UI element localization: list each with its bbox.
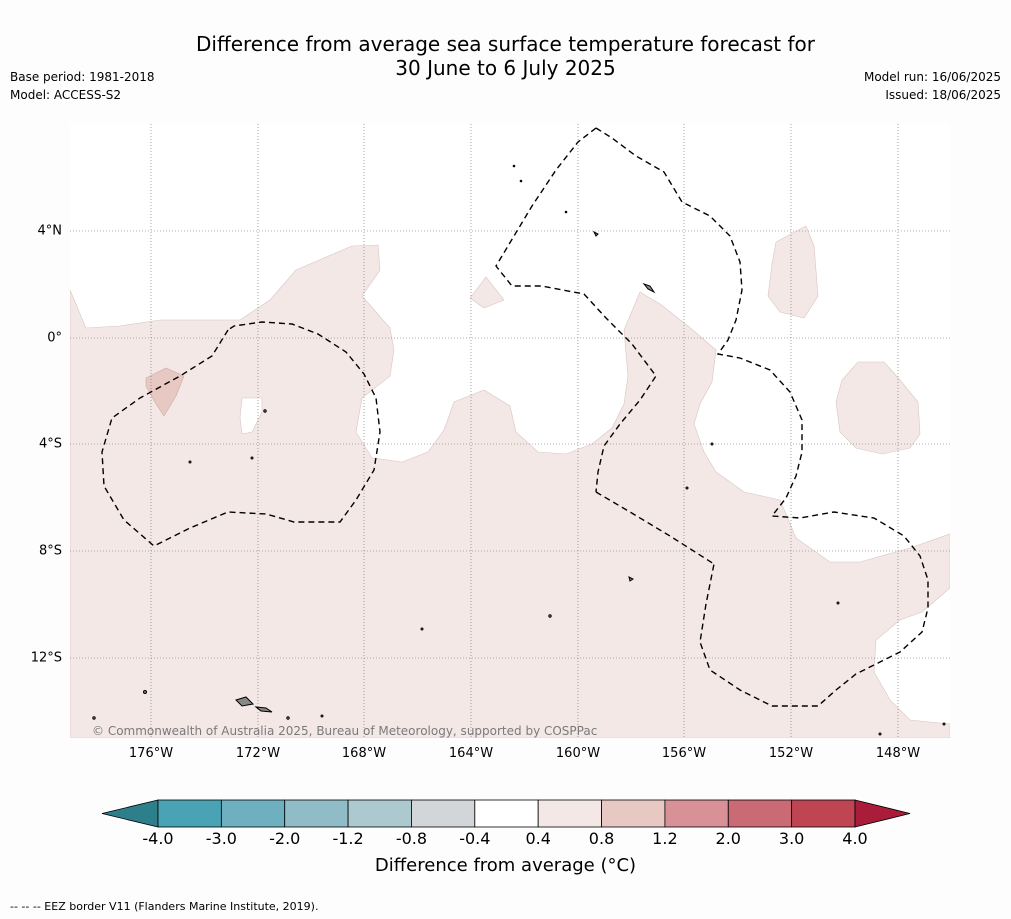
- anomaly-region-east: [835, 361, 921, 455]
- colorbar-tick-label: -0.8: [395, 829, 428, 848]
- colorbar-tick-label: -4.0: [142, 829, 174, 848]
- lon-label: 172°W: [235, 746, 281, 761]
- colorbar-tick-label: 3.0: [778, 829, 805, 848]
- island-dot: [143, 690, 147, 694]
- island-dot: [564, 210, 568, 214]
- island-dot: [250, 456, 254, 460]
- island-samoa-2: [254, 706, 273, 713]
- colorbar-bin: [727, 799, 793, 828]
- copyright-credit: © Commonwealth of Australia 2025, Bureau…: [92, 724, 598, 738]
- base-period: Base period: 1981-2018: [10, 70, 155, 84]
- lon-label: 148°W: [875, 746, 921, 761]
- colorbar-tick-label: -3.0: [205, 829, 237, 848]
- lat-label: 4°S: [38, 436, 62, 452]
- island-dot: [188, 460, 192, 464]
- colorbar-bin: [601, 799, 666, 828]
- colorbar-bin: [537, 799, 602, 828]
- anomaly-region-stronger: [145, 367, 185, 417]
- model-name: Model: ACCESS-S2: [10, 88, 122, 102]
- colorbar-bin: [791, 799, 856, 828]
- map-title: Difference from average sea surface temp…: [0, 32, 1011, 80]
- colorbar-bin: [474, 799, 539, 828]
- island-dot: [420, 627, 424, 631]
- colorbar-bin: [411, 799, 476, 828]
- lon-label: 152°W: [768, 746, 814, 761]
- eez-border-line-east: [595, 127, 929, 707]
- colorbar-tick-label: -0.4: [459, 829, 491, 848]
- lon-label: 156°W: [661, 746, 707, 761]
- meta-right: Model run: 16/06/2025 Issued: 18/06/2025: [864, 68, 1001, 104]
- island-dot: [878, 732, 882, 736]
- island-atoll-1: [642, 282, 656, 294]
- colorbar-bin: [220, 799, 286, 828]
- eez-borders: [101, 127, 929, 707]
- anomaly-region-north: [767, 225, 819, 319]
- island-dot: [286, 716, 290, 720]
- island-dot: [548, 614, 552, 618]
- anomaly-hole: [239, 397, 263, 435]
- island-dot: [942, 722, 946, 726]
- lon-label: 168°W: [341, 746, 387, 761]
- colorbar-title: Difference from average (°C): [374, 855, 637, 876]
- lon-label: 160°W: [555, 746, 601, 761]
- colorbar-under-arrow: [101, 799, 159, 828]
- colorbar-tick-label: 1.2: [652, 829, 678, 848]
- island-samoa-1: [235, 696, 255, 707]
- lat-label: 8°S: [38, 543, 62, 559]
- island-dot: [685, 486, 689, 490]
- anomaly-region-small: [469, 276, 505, 309]
- colorbar-bin: [157, 799, 222, 828]
- island-dot: [710, 442, 714, 446]
- lon-label: 176°W: [128, 746, 174, 761]
- island-dot: [512, 164, 516, 168]
- graticule: [70, 124, 950, 738]
- island-dot: [320, 714, 324, 718]
- eez-border-kiribati-phoenix: [101, 321, 381, 547]
- islands: [92, 164, 946, 736]
- lat-label: 4°N: [37, 223, 63, 239]
- issued-date: Issued: 18/06/2025: [885, 88, 1001, 102]
- island-atoll-2: [592, 230, 599, 237]
- lat-label: 12°S: [30, 650, 62, 666]
- island-dot: [836, 601, 840, 605]
- eez-footnote: -- -- -- EEZ border V11 (Flanders Marine…: [10, 900, 319, 913]
- model-run: Model run: 16/06/2025: [863, 70, 1001, 84]
- lon-label: 164°W: [448, 746, 494, 761]
- colorbar-tick-label: 4.0: [842, 829, 868, 848]
- colorbar-bin: [347, 799, 412, 828]
- eez-border-cook-islands: [595, 491, 715, 565]
- colorbar-bin: [284, 799, 349, 828]
- island-dot: [263, 409, 267, 413]
- colorbar-bin: [664, 799, 729, 828]
- island-atoll-3: [628, 576, 634, 582]
- title-line-2: 30 June to 6 July 2025: [395, 56, 616, 80]
- colorbar-tick-label: 0.4: [525, 829, 551, 848]
- lat-label: 0°: [47, 330, 62, 346]
- island-dot: [519, 179, 523, 183]
- colorbar-tick-label: 2.0: [715, 829, 741, 848]
- colorbar-tick-label: 0.8: [588, 829, 615, 848]
- title-line-1: Difference from average sea surface temp…: [195, 32, 815, 56]
- meta-left: Base period: 1981-2018 Model: ACCESS-S2: [10, 68, 155, 104]
- colorbar-tick-label: -1.2: [332, 829, 364, 848]
- colorbar-over-arrow: [854, 799, 911, 828]
- eez-border-kiribati-line: [495, 127, 657, 493]
- island-dot: [92, 716, 96, 720]
- colorbar-tick-label: -2.0: [269, 829, 301, 848]
- anomaly-region-main: [70, 244, 950, 738]
